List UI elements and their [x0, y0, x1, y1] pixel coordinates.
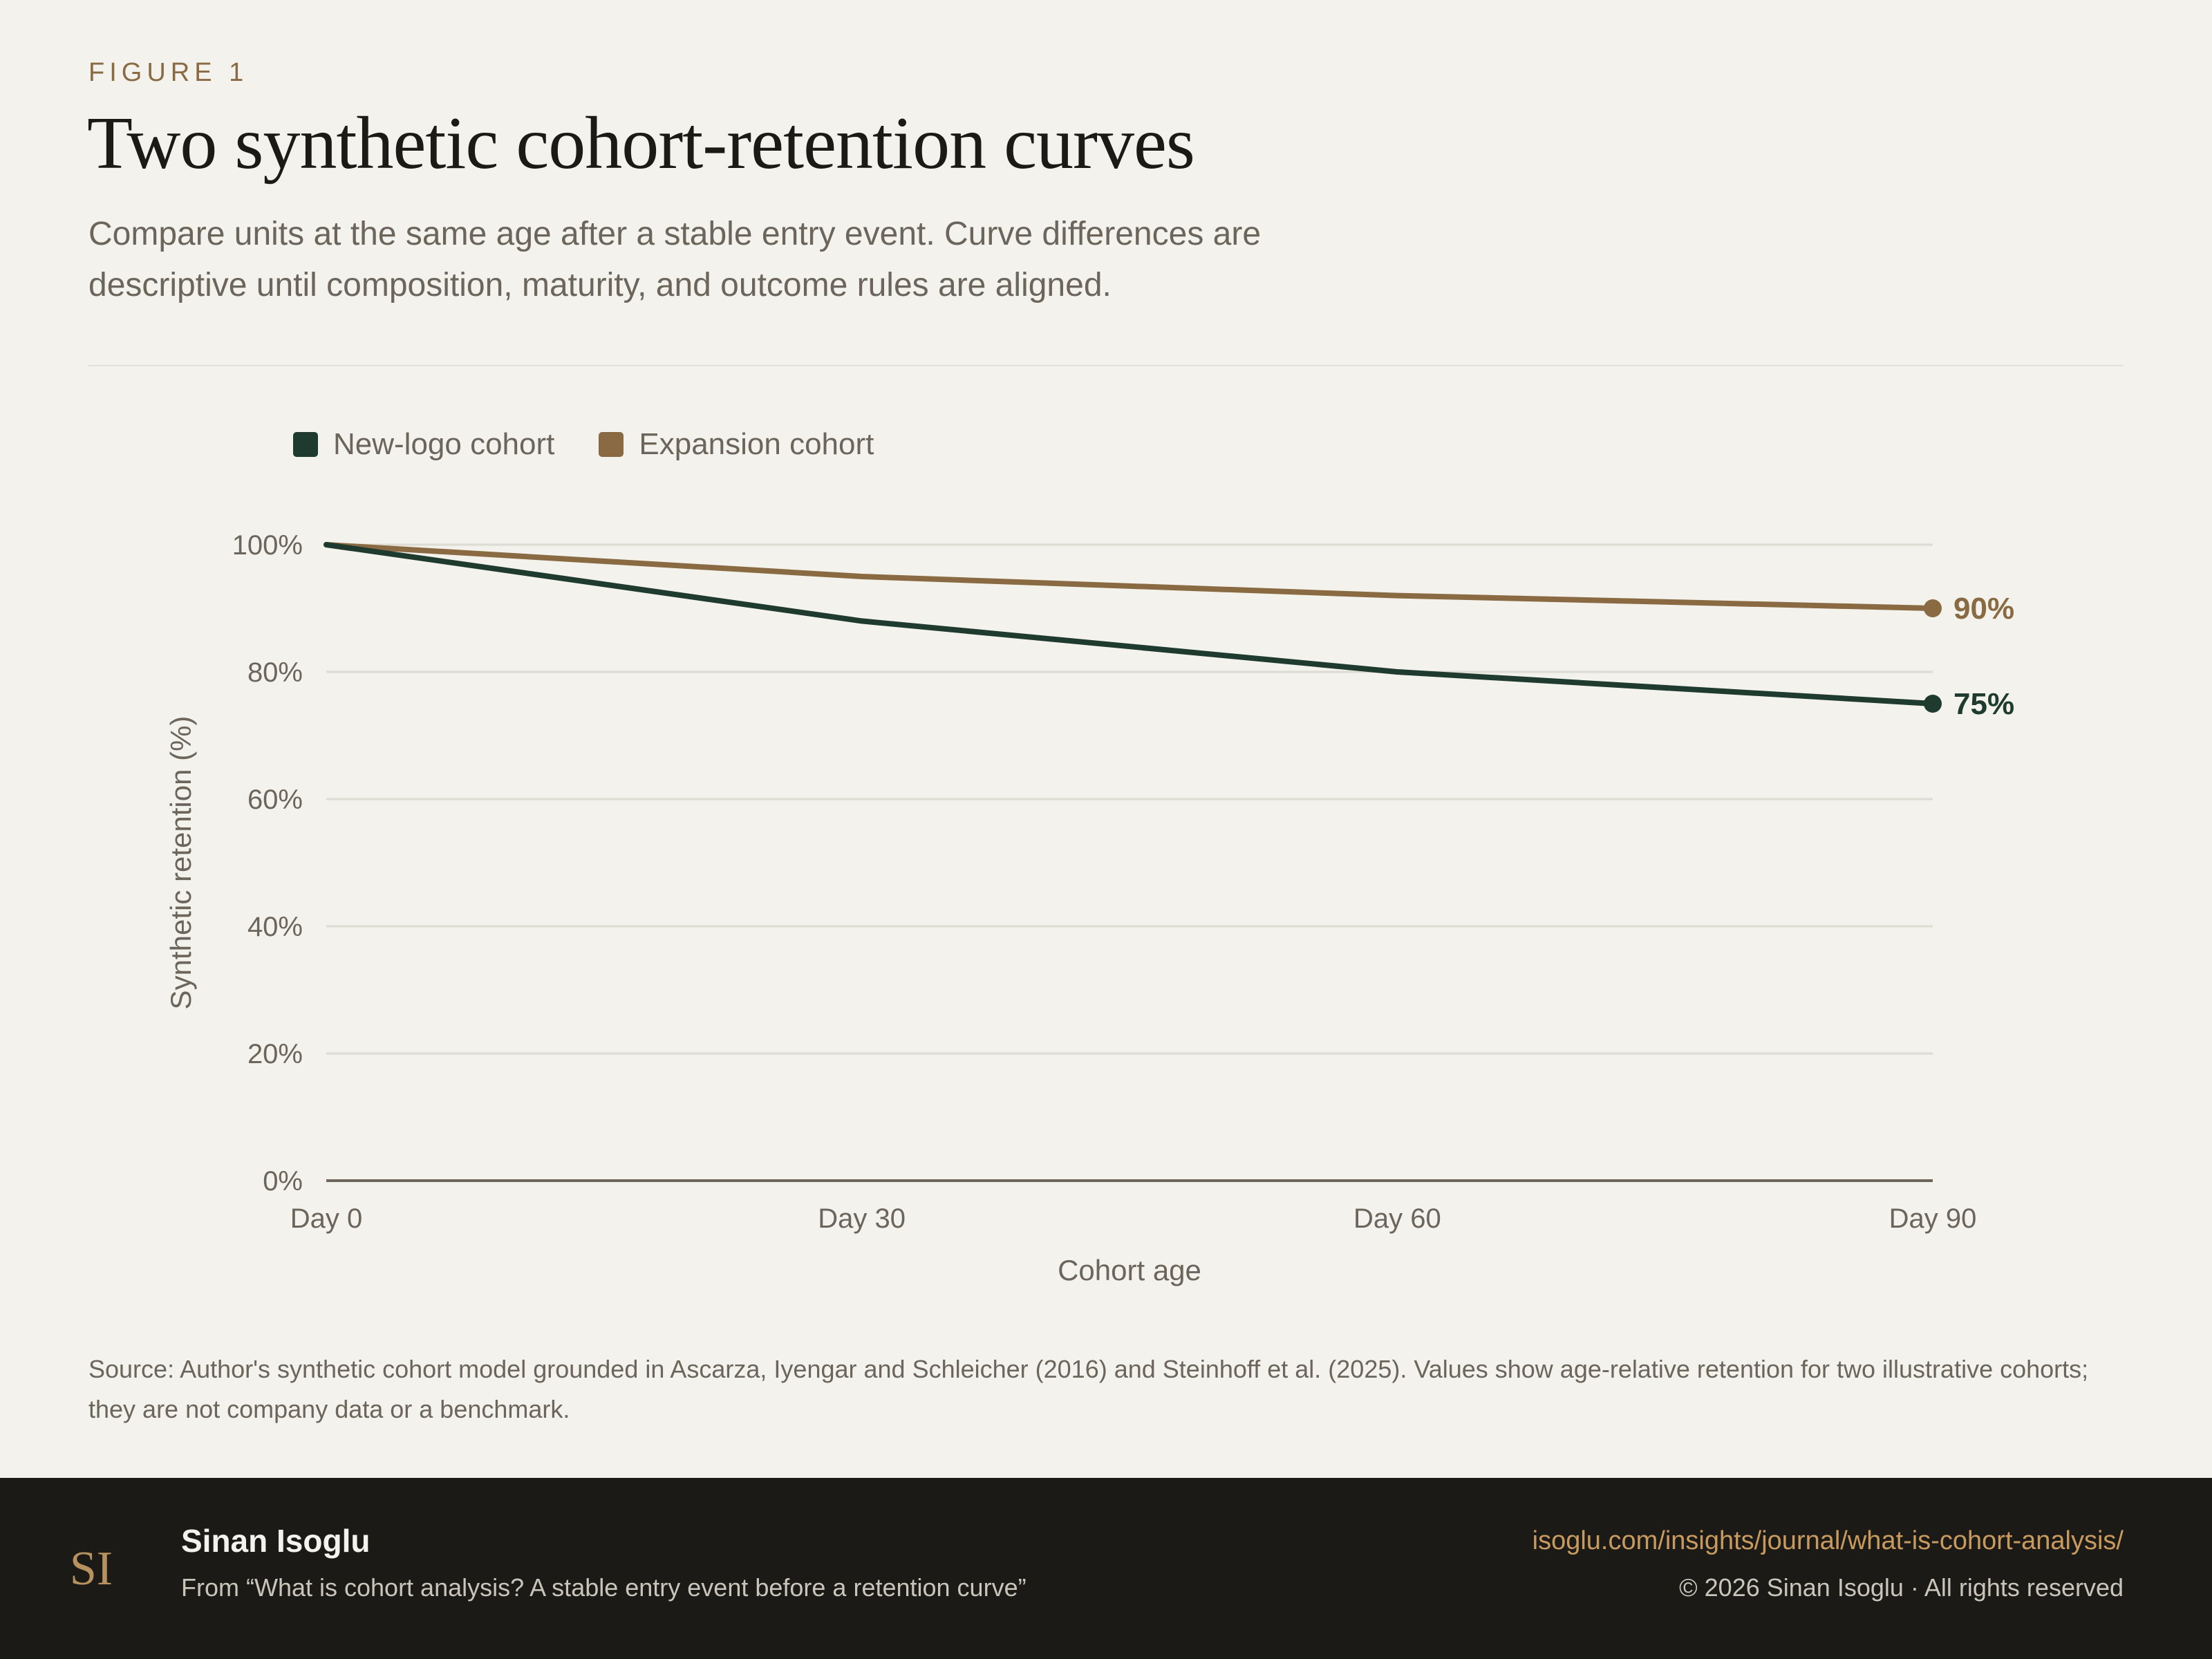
series-endpoint-expansion: [1924, 599, 1942, 617]
page-subtitle: Compare units at the same age after a st…: [88, 216, 1262, 303]
series-line-expansion: [324, 542, 1936, 611]
series-line-new-logo: [324, 542, 1936, 706]
legend-label-new-logo: New-logo cohort: [333, 427, 555, 461]
x-tick-label: Day 60: [1353, 1203, 1441, 1234]
figure-eyebrow: FIGURE 1: [88, 58, 249, 87]
y-tick-label: 80%: [247, 657, 303, 688]
x-axis-title: Cohort age: [1058, 1254, 1201, 1286]
y-tick-label: 40%: [247, 912, 303, 942]
series-endpoint-new-logo: [1924, 695, 1942, 713]
retention-chart: 0% 20% 40% 60% 80% 100% Day 0 Day 30 Day 60 Day 9…: [165, 530, 2014, 1286]
series-end-label-new-logo: 75%: [1953, 687, 2014, 721]
article-link[interactable]: isoglu.com/insights/journal/what-is-coho…: [1532, 1526, 2124, 1555]
copyright-notice: © 2026 Sinan Isoglu · All rights reserve…: [1679, 1573, 2124, 1602]
legend-item-new-logo: New-logo cohort: [293, 427, 554, 462]
legend-label-expansion: Expansion cohort: [639, 427, 874, 461]
monogram-text: SI: [70, 1542, 113, 1595]
x-tick-label: Day 90: [1889, 1203, 1977, 1234]
page-title: Two synthetic cohort-retention curves: [87, 102, 1195, 185]
series-end-label-expansion: 90%: [1953, 592, 2014, 626]
y-tick-label: 0%: [263, 1166, 303, 1197]
legend-item-expansion: Expansion cohort: [599, 427, 874, 462]
chart-legend: New-logo cohort Expansion cohort: [293, 427, 918, 462]
header-divider: [88, 365, 2124, 366]
x-tick-label: Day 0: [290, 1203, 363, 1234]
y-tick-label: 100%: [232, 530, 303, 561]
monogram-logo: SI: [70, 1542, 113, 1595]
author-name: Sinan Isoglu: [181, 1523, 371, 1559]
source-note: Source: Author's synthetic cohort model …: [88, 1355, 2089, 1423]
y-axis-title: Synthetic retention (%): [165, 716, 197, 1010]
footer: SI Sinan Isoglu From “What is cohort ana…: [0, 1478, 2212, 1659]
legend-swatch-new-logo: [293, 432, 318, 457]
article-title: From “What is cohort analysis? A stable …: [181, 1573, 1027, 1602]
y-tick-label: 60%: [247, 785, 303, 815]
y-tick-label: 20%: [247, 1039, 303, 1069]
x-tick-label: Day 30: [818, 1203, 906, 1234]
legend-swatch-expansion: [599, 432, 624, 457]
